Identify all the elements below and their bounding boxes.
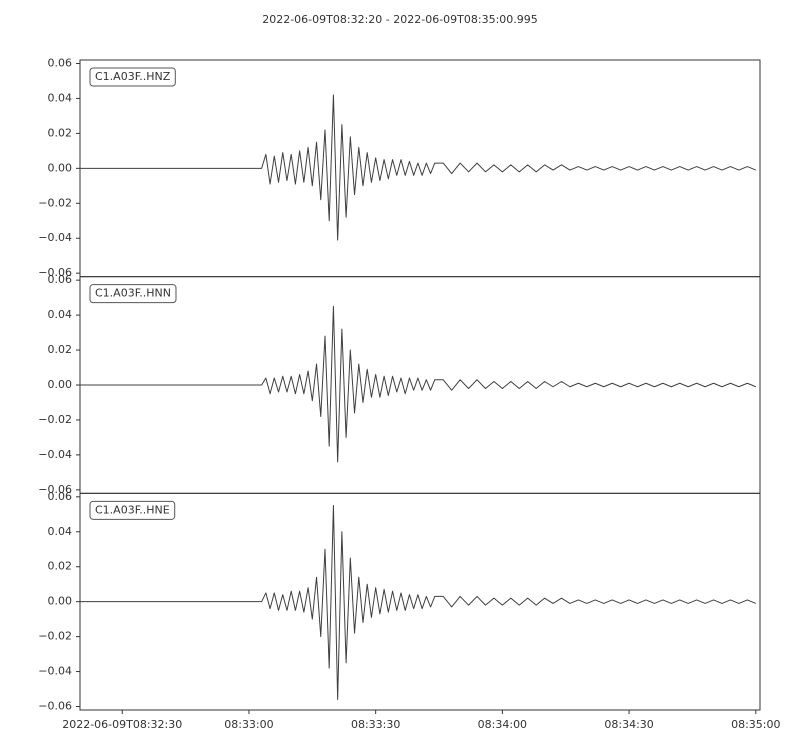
- y-tick-label: 0.04: [48, 525, 73, 538]
- y-tick-label: 0.00: [48, 595, 73, 608]
- x-tick-label: 2022-06-09T08:32:30: [62, 718, 182, 731]
- legend-label: C1.A03F..HNN: [95, 287, 171, 300]
- y-tick-label: 0.02: [48, 560, 73, 573]
- y-tick-label: 0.02: [48, 343, 73, 356]
- legend-label: C1.A03F..HNE: [95, 503, 170, 516]
- x-tick-label: 08:33:00: [224, 718, 273, 731]
- y-tick-label: 0.00: [48, 378, 73, 391]
- y-tick-label: −0.02: [38, 630, 72, 643]
- y-tick-label: −0.06: [38, 266, 72, 279]
- y-tick-label: −0.04: [38, 231, 72, 244]
- y-tick-label: 0.06: [48, 273, 73, 286]
- y-tick-label: 0.04: [48, 308, 73, 321]
- x-tick-label: 08:33:30: [351, 718, 400, 731]
- y-tick-label: 0.06: [48, 490, 73, 503]
- waveform: [80, 94, 756, 241]
- x-tick-label: 08:34:30: [604, 718, 653, 731]
- y-tick-label: −0.02: [38, 196, 72, 209]
- y-tick-label: 0.04: [48, 91, 73, 104]
- legend-label: C1.A03F..HNZ: [95, 70, 171, 83]
- y-tick-label: −0.06: [38, 483, 72, 496]
- legend-box: [89, 284, 177, 304]
- y-tick-label: 0.06: [48, 56, 73, 69]
- x-tick-label: 08:35:00: [731, 718, 780, 731]
- waveform: [80, 305, 756, 463]
- y-tick-label: −0.04: [38, 448, 72, 461]
- waveform: [80, 505, 756, 701]
- x-tick-label: 08:34:00: [478, 718, 527, 731]
- y-tick-label: −0.06: [38, 700, 72, 713]
- legend-box: [89, 500, 176, 520]
- y-tick-label: 0.00: [48, 161, 73, 174]
- y-tick-label: −0.02: [38, 413, 72, 426]
- legend-box: [89, 67, 176, 87]
- y-tick-label: 0.02: [48, 126, 73, 139]
- y-tick-label: −0.04: [38, 665, 72, 678]
- chart-title: 2022-06-09T08:32:20 - 2022-06-09T08:35:0…: [262, 13, 538, 26]
